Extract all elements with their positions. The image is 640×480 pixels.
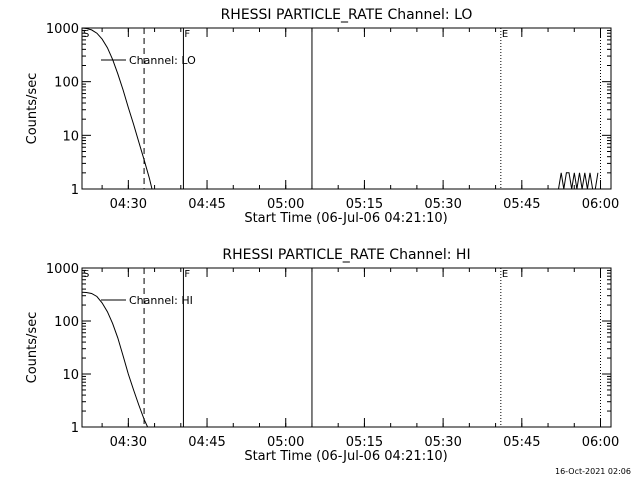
x-tick-label: 05:30 <box>424 435 461 450</box>
x-tick-label: 05:30 <box>424 197 461 212</box>
y-tick-label: 1000 <box>46 22 79 37</box>
x-tick-label: 05:15 <box>346 197 383 212</box>
legend-label: Channel: LO <box>129 54 196 67</box>
event-marker-label: S <box>83 269 89 280</box>
x-tick-label: 06:00 <box>582 197 619 212</box>
y-tick-label: 1 <box>71 421 79 436</box>
x-tick-label: 04:30 <box>110 435 147 450</box>
event-marker-label: S <box>83 29 89 40</box>
event-marker-label: E <box>502 269 508 280</box>
x-tick-label: 04:30 <box>110 197 147 212</box>
chart-title: RHESSI PARTICLE_RATE Channel: LO <box>221 7 473 23</box>
y-tick-label: 100 <box>54 315 79 330</box>
plot-frame <box>81 267 612 428</box>
x-tick-label: 04:45 <box>188 197 225 212</box>
x-axis-label: Start Time (06-Jul-06 04:21:10) <box>244 449 447 464</box>
event-marker-label: E <box>502 29 508 40</box>
y-axis-label: Counts/sec <box>25 73 40 145</box>
x-tick-label: 05:45 <box>503 435 540 450</box>
series-line <box>81 291 149 428</box>
y-axis-label: Counts/sec <box>25 312 40 384</box>
x-tick-label: 04:45 <box>188 435 225 450</box>
event-marker-label: F <box>184 269 190 280</box>
y-tick-label: 1 <box>71 183 79 198</box>
legend-label: Channel: HI <box>129 294 193 307</box>
x-tick-label: 05:00 <box>267 197 304 212</box>
y-tick-label: 1000 <box>46 262 79 277</box>
x-tick-label: 05:15 <box>346 435 383 450</box>
plot-frame <box>81 27 612 190</box>
y-tick-label: 100 <box>54 76 79 91</box>
event-marker-label: F <box>184 29 190 40</box>
footer-timestamp: 16-Oct-2021 02:06 <box>555 467 631 476</box>
chart-title: RHESSI PARTICLE_RATE Channel: HI <box>222 247 470 263</box>
y-tick-label: 10 <box>62 129 79 144</box>
x-axis-label: Start Time (06-Jul-06 04:21:10) <box>244 211 447 226</box>
x-tick-label: 06:00 <box>582 435 619 450</box>
series-line <box>81 27 153 190</box>
x-tick-label: 05:45 <box>503 197 540 212</box>
y-tick-label: 10 <box>62 368 79 383</box>
x-tick-label: 05:00 <box>267 435 304 450</box>
series-line <box>558 172 599 190</box>
